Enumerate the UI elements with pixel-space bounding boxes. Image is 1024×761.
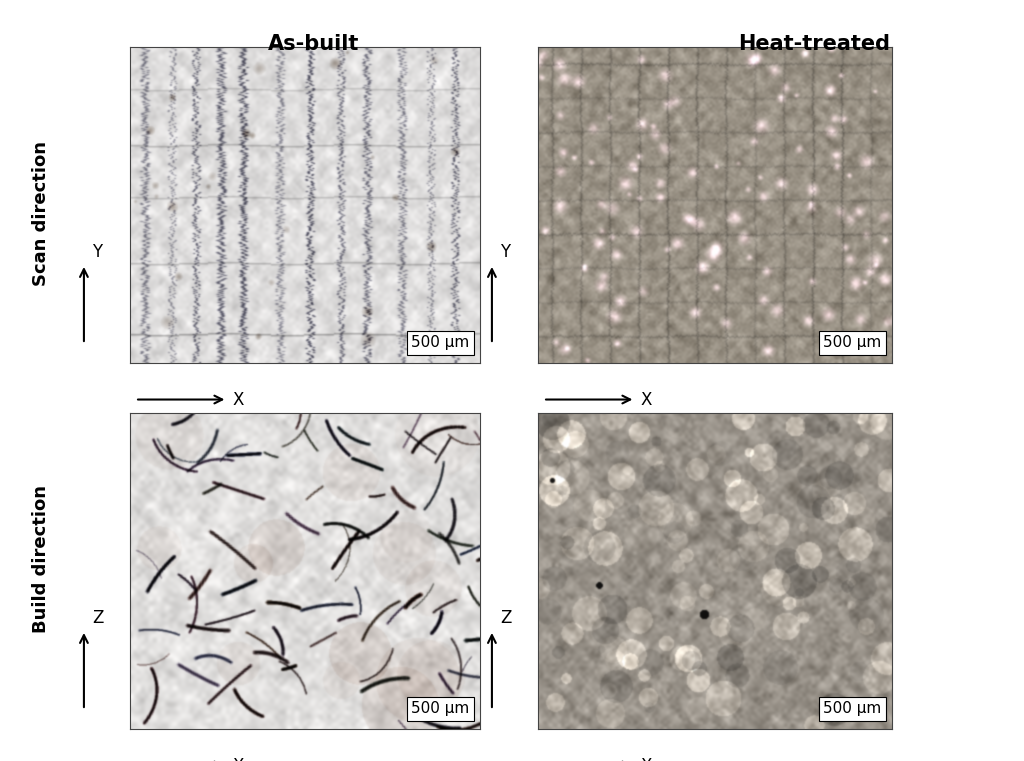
- Text: Y: Y: [500, 243, 510, 261]
- Text: Z: Z: [92, 609, 103, 627]
- Text: As-built: As-built: [267, 34, 359, 54]
- Text: Y: Y: [92, 243, 102, 261]
- Text: 500 μm: 500 μm: [823, 336, 882, 350]
- Text: 500 μm: 500 μm: [412, 702, 469, 716]
- Text: Z: Z: [500, 609, 511, 627]
- Text: X: X: [640, 390, 651, 409]
- Text: X: X: [640, 756, 651, 761]
- Text: Scan direction: Scan direction: [32, 141, 50, 285]
- Text: 500 μm: 500 μm: [412, 336, 469, 350]
- Text: 500 μm: 500 μm: [823, 702, 882, 716]
- Text: X: X: [232, 390, 244, 409]
- Text: Build direction: Build direction: [32, 486, 50, 633]
- Text: X: X: [232, 756, 244, 761]
- Text: Heat-treated: Heat-treated: [738, 34, 890, 54]
